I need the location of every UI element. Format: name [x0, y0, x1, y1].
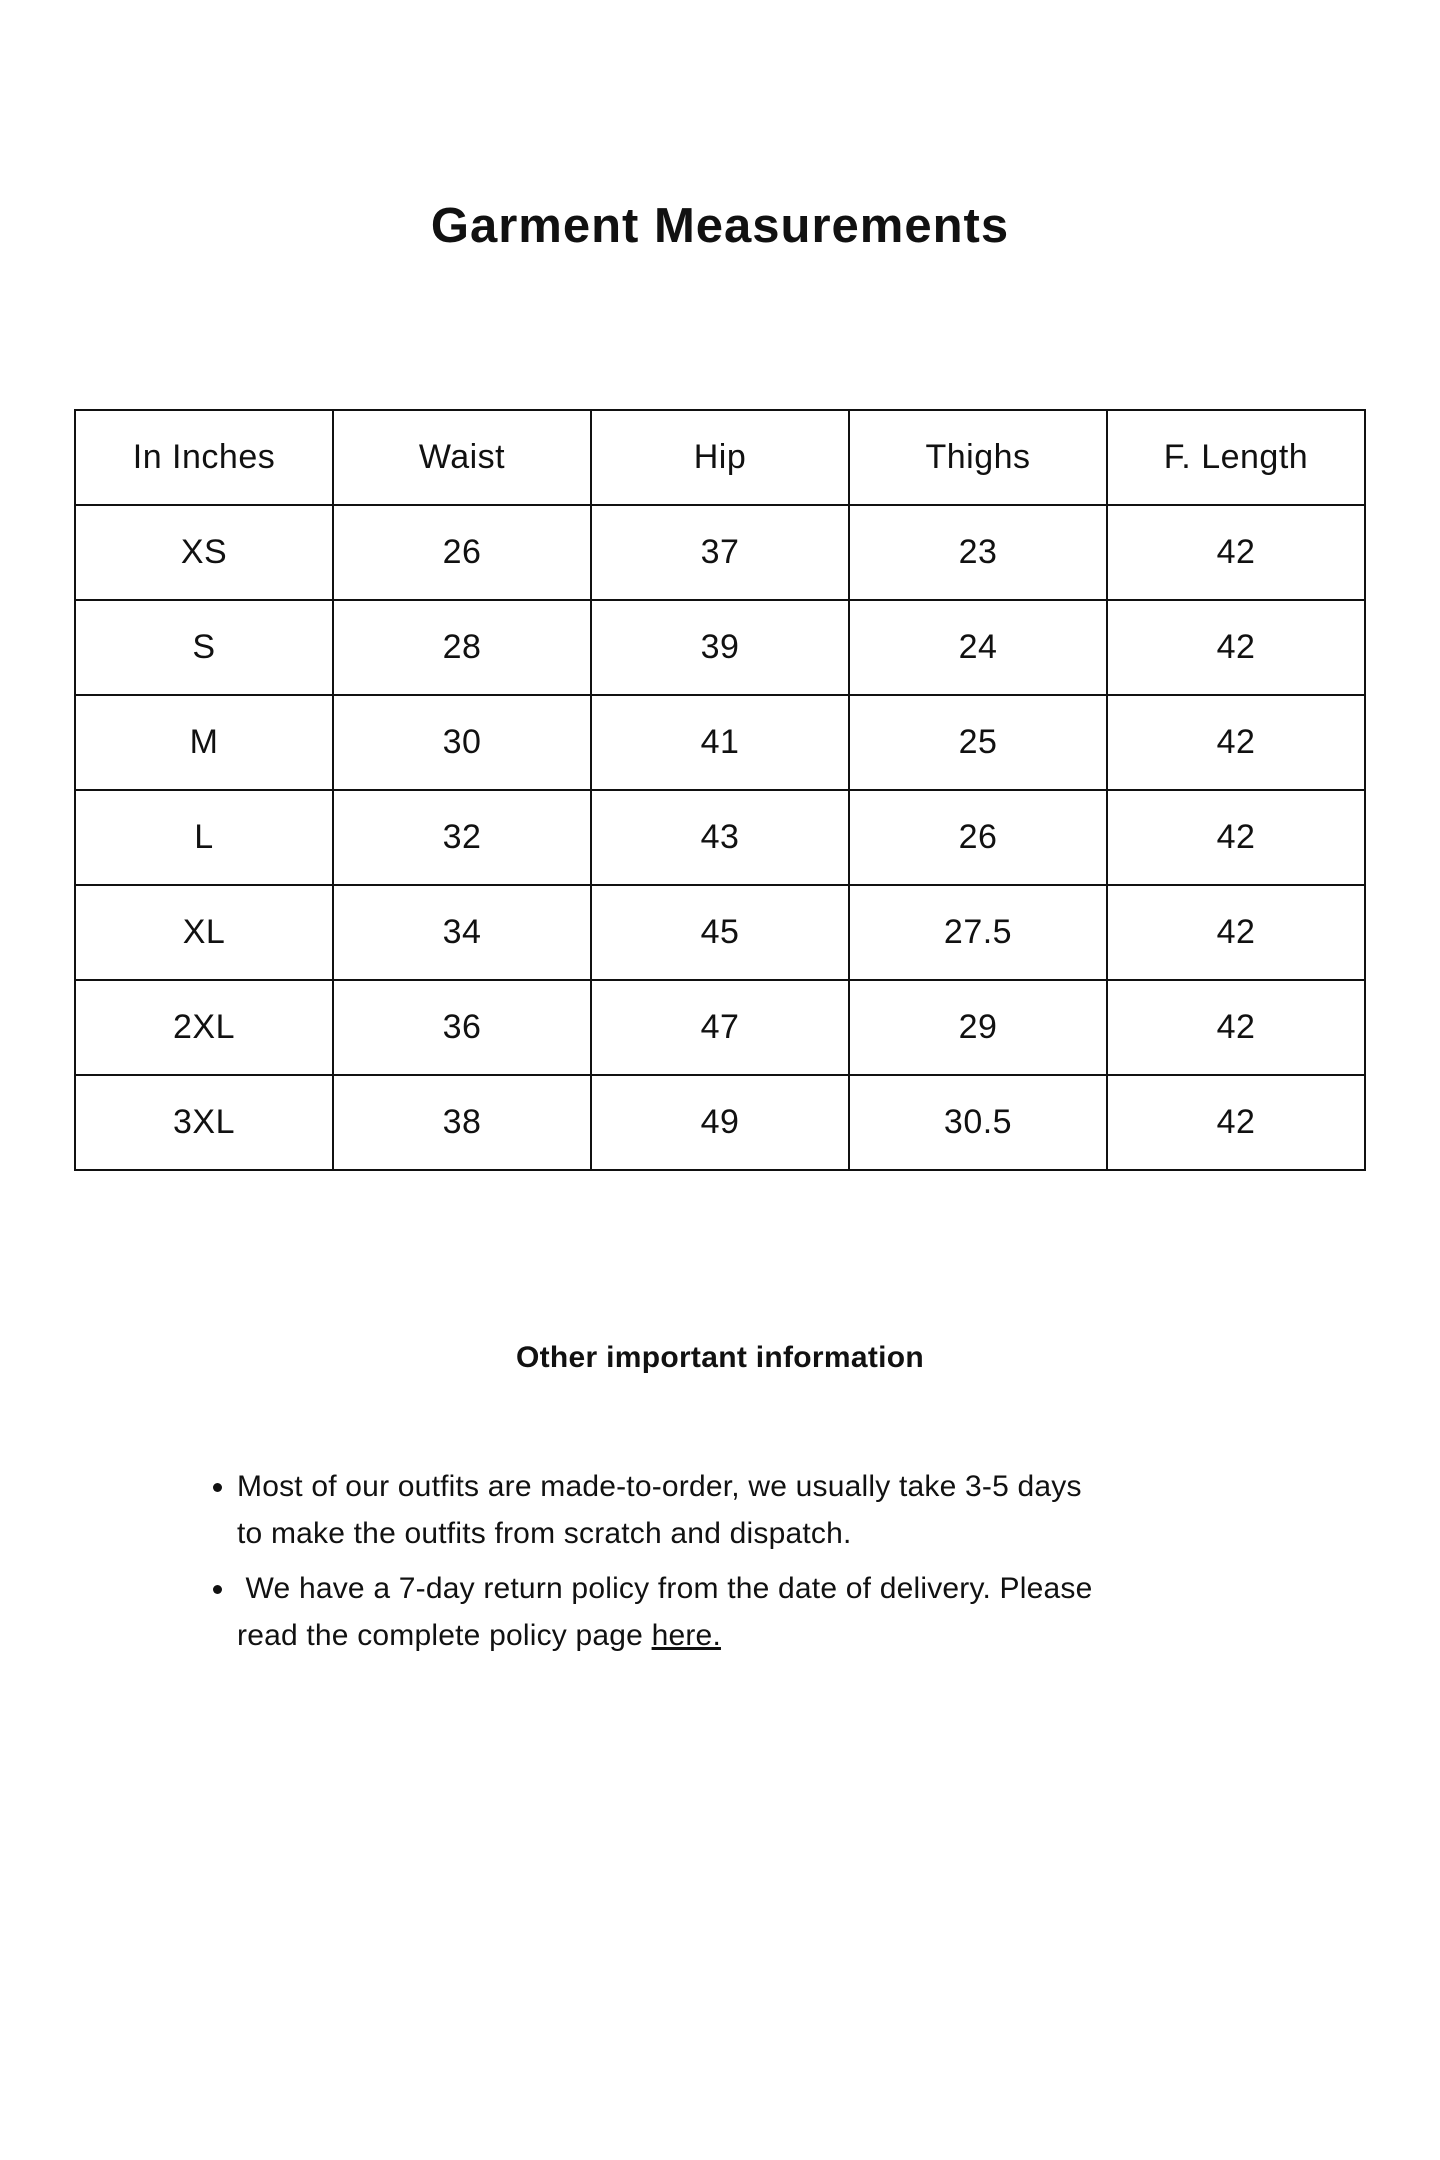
thighs-value: 27.5: [848, 884, 1108, 981]
table-header-row: In Inches Waist Hip Thighs F. Length: [74, 409, 1366, 506]
thighs-value: 23: [848, 504, 1108, 601]
section-heading: Other important information: [515, 1341, 925, 1374]
hip-value: 45: [590, 884, 850, 981]
waist-value: 32: [332, 789, 592, 886]
size-label: 3XL: [74, 1074, 334, 1171]
table-row-s: S 28 39 24 42: [74, 599, 1366, 696]
hip-value: 41: [590, 694, 850, 791]
note-made-to-order: Most of our outfits are made-to-order, w…: [237, 1463, 1097, 1557]
size-label: XL: [74, 884, 334, 981]
waist-value: 26: [332, 504, 592, 601]
size-label: 2XL: [74, 979, 334, 1076]
thighs-value: 26: [848, 789, 1108, 886]
col-header-waist: Waist: [332, 409, 592, 506]
waist-value: 30: [332, 694, 592, 791]
garment-measurements-table: In Inches Waist Hip Thighs F. Length XS …: [74, 409, 1366, 1171]
table-row-m: M 30 41 25 42: [74, 694, 1366, 791]
size-label: S: [74, 599, 334, 696]
note-text: We have a 7-day return policy from the d…: [237, 1572, 1102, 1652]
col-header-thighs: Thighs: [848, 409, 1108, 506]
page-title: Garment Measurements: [430, 199, 1010, 253]
f-length-value: 42: [1106, 884, 1366, 981]
thighs-value: 29: [848, 979, 1108, 1076]
col-header-in-inches: In Inches: [74, 409, 334, 506]
policy-link[interactable]: here.: [651, 1619, 721, 1652]
hip-value: 37: [590, 504, 850, 601]
f-length-value: 42: [1106, 694, 1366, 791]
waist-value: 34: [332, 884, 592, 981]
waist-value: 28: [332, 599, 592, 696]
f-length-value: 42: [1106, 979, 1366, 1076]
col-header-f-length: F. Length: [1106, 409, 1366, 506]
size-label: L: [74, 789, 334, 886]
waist-value: 38: [332, 1074, 592, 1171]
col-header-hip: Hip: [590, 409, 850, 506]
thighs-value: 30.5: [848, 1074, 1108, 1171]
note-return-policy: We have a 7-day return policy from the d…: [237, 1565, 1097, 1659]
hip-value: 47: [590, 979, 850, 1076]
hip-value: 39: [590, 599, 850, 696]
hip-value: 49: [590, 1074, 850, 1171]
thighs-value: 25: [848, 694, 1108, 791]
f-length-value: 42: [1106, 504, 1366, 601]
table-row-l: L 32 43 26 42: [74, 789, 1366, 886]
note-text: Most of our outfits are made-to-order, w…: [237, 1470, 1091, 1550]
table-row-xs: XS 26 37 23 42: [74, 504, 1366, 601]
size-label: XS: [74, 504, 334, 601]
thighs-value: 24: [848, 599, 1108, 696]
table-row-3xl: 3XL 38 49 30.5 42: [74, 1074, 1366, 1171]
table-row-xl: XL 34 45 27.5 42: [74, 884, 1366, 981]
f-length-value: 42: [1106, 599, 1366, 696]
table-row-2xl: 2XL 36 47 29 42: [74, 979, 1366, 1076]
f-length-value: 42: [1106, 1074, 1366, 1171]
f-length-value: 42: [1106, 789, 1366, 886]
size-label: M: [74, 694, 334, 791]
waist-value: 36: [332, 979, 592, 1076]
hip-value: 43: [590, 789, 850, 886]
notes-list: Most of our outfits are made-to-order, w…: [0, 1463, 1110, 1659]
